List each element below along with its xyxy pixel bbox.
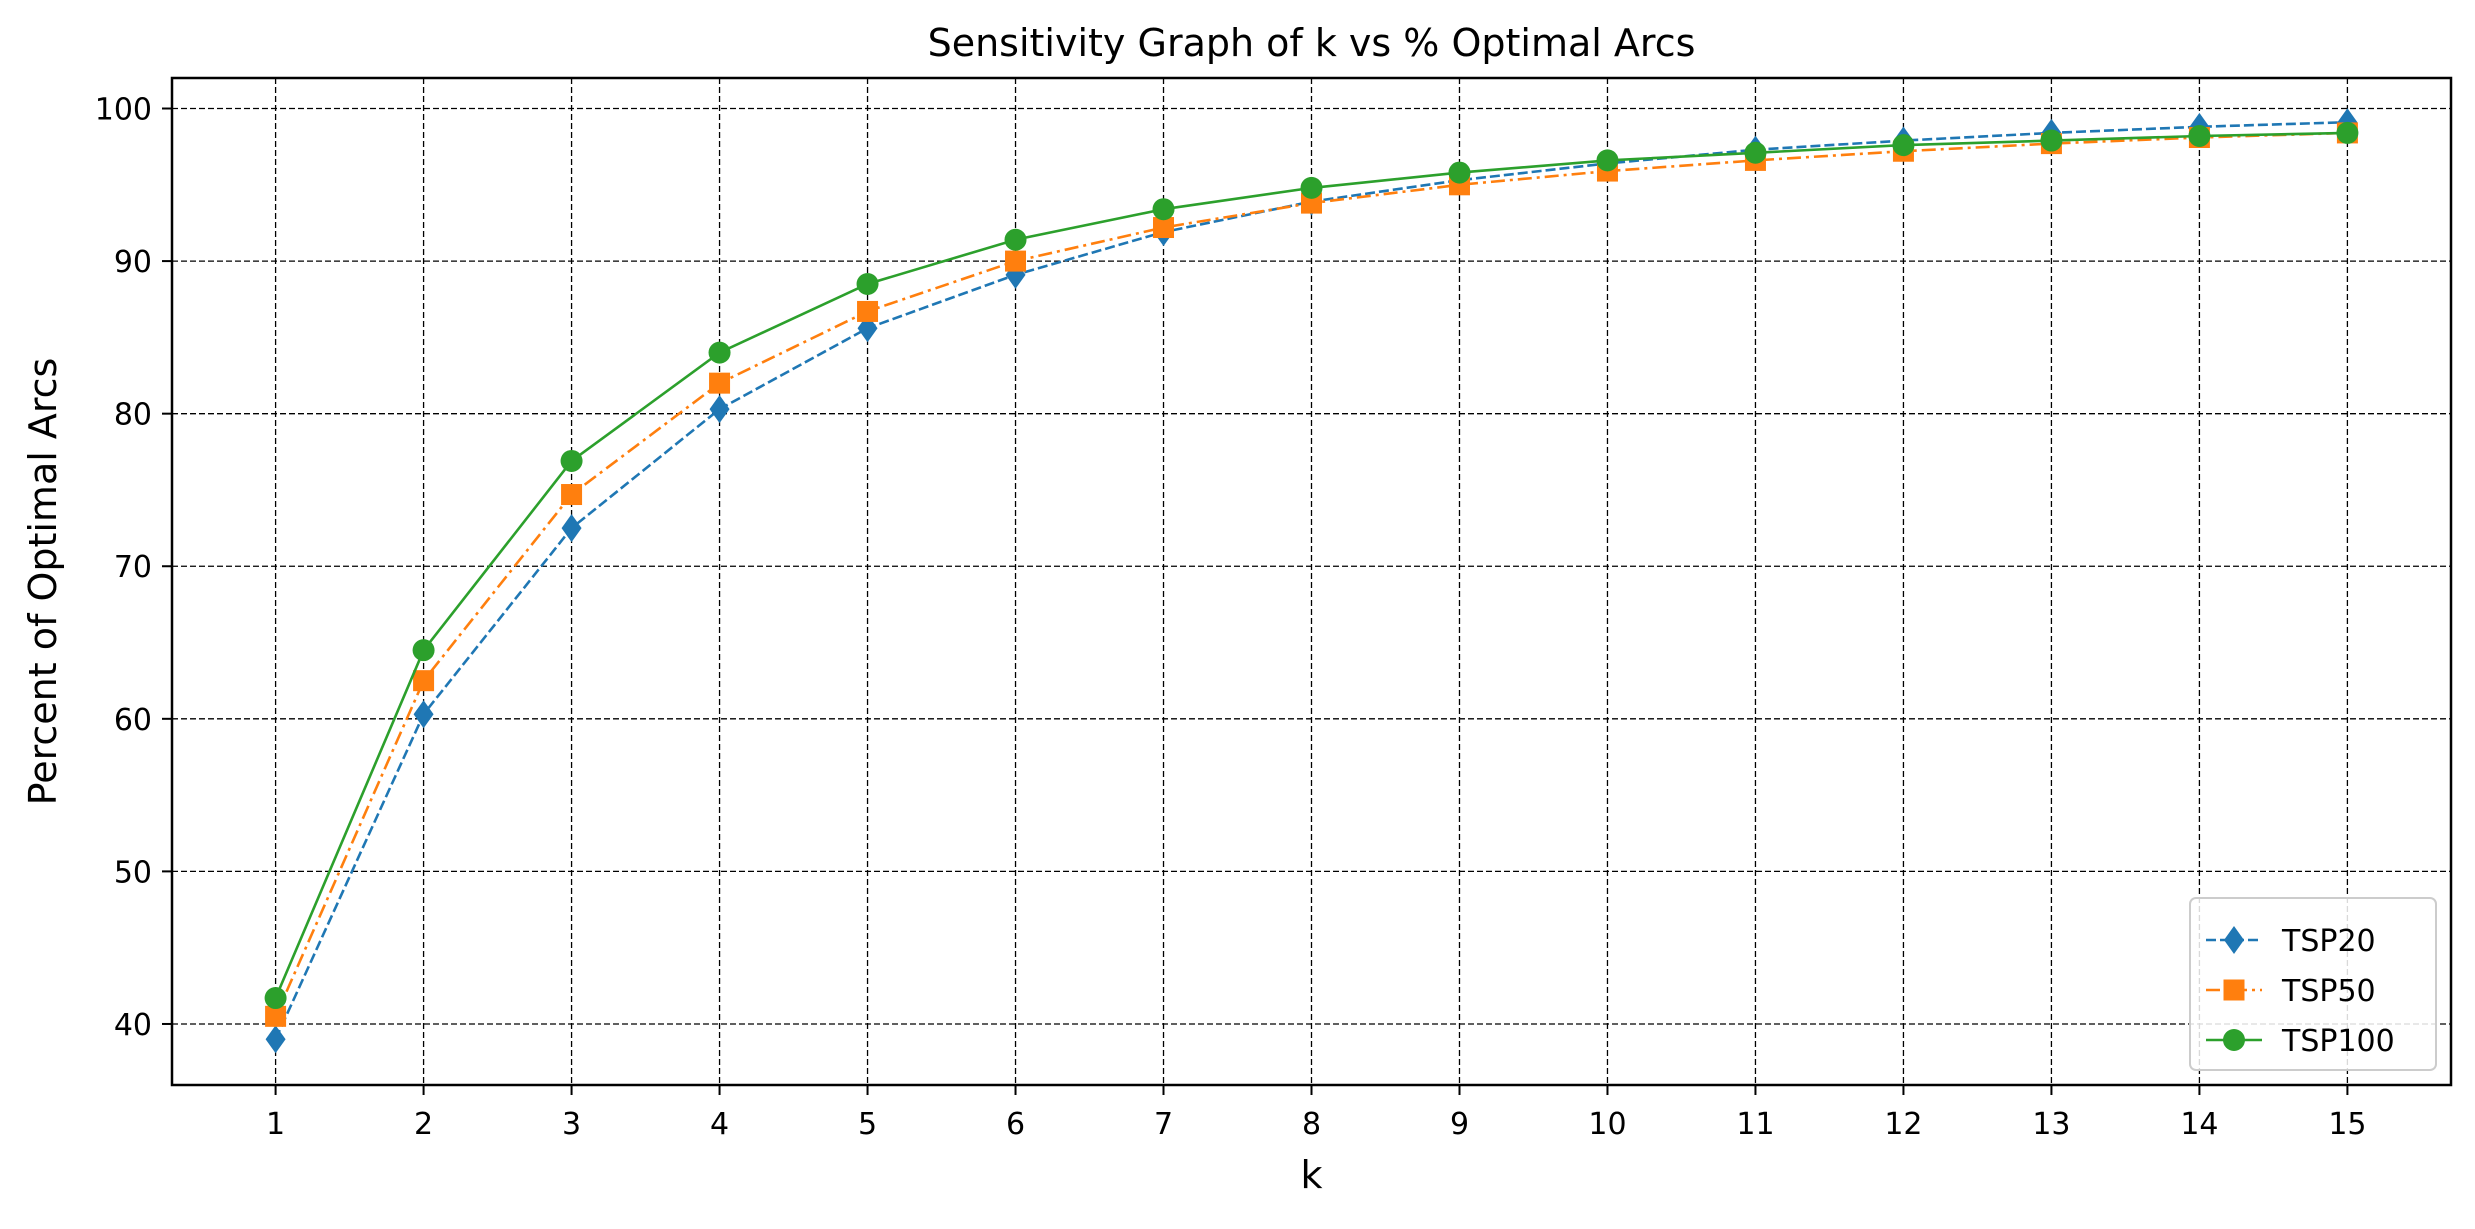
- x-tick-label: 6: [1006, 1107, 1025, 1142]
- data-point-circle: [856, 272, 879, 295]
- x-tick-label: 15: [2328, 1107, 2366, 1142]
- data-point-square: [1153, 217, 1175, 239]
- data-point-square: [1301, 192, 1322, 214]
- x-tick-label: 4: [710, 1107, 729, 1142]
- y-tick-label: 40: [114, 1008, 152, 1043]
- grid-lines: [172, 78, 2451, 1085]
- data-point-circle: [1004, 228, 1027, 251]
- data-point-circle: [264, 987, 287, 1010]
- data-point-circle: [1300, 176, 1323, 199]
- data-point-diamond: [413, 700, 434, 729]
- y-tick-label: 100: [95, 93, 152, 128]
- x-tick-label: 9: [1450, 1107, 1469, 1142]
- x-tick-label: 10: [1588, 1107, 1626, 1142]
- x-tick-label: 7: [1154, 1107, 1173, 1142]
- chart-title: Sensitivity Graph of k vs % Optimal Arcs: [928, 21, 1696, 65]
- x-tick-label: 1: [266, 1107, 285, 1142]
- x-tick-label: 5: [858, 1107, 877, 1142]
- data-point-circle: [1596, 149, 1619, 172]
- data-point-square: [709, 372, 731, 394]
- series-layer: [264, 108, 2359, 1054]
- y-axis-label: Percent of Optimal Arcs: [21, 358, 65, 806]
- data-point-circle: [412, 639, 435, 662]
- x-tick-label: 13: [2032, 1107, 2070, 1142]
- data-point-circle: [1744, 141, 1767, 164]
- x-tick-label: 2: [414, 1107, 433, 1142]
- data-point-square: [413, 670, 435, 692]
- data-point-diamond: [265, 1025, 286, 1054]
- data-point-circle: [1892, 134, 1915, 157]
- data-point-square: [857, 300, 879, 322]
- y-tick-label: 80: [114, 398, 152, 433]
- data-point-circle: [1152, 198, 1175, 221]
- data-point-diamond: [561, 514, 582, 543]
- y-tick-label: 90: [114, 245, 152, 280]
- x-tick-label: 11: [1736, 1107, 1774, 1142]
- data-point-square: [561, 484, 583, 506]
- data-point-square: [1005, 250, 1027, 272]
- data-point-square: [265, 1005, 287, 1027]
- data-point-circle: [2223, 1029, 2245, 1051]
- x-tick-label: 12: [1884, 1107, 1922, 1142]
- legend-label-tsp20: TSP20: [2281, 924, 2376, 959]
- series-tsp100: [264, 121, 2359, 1010]
- data-point-circle: [2040, 129, 2063, 152]
- x-tick-label: 8: [1302, 1107, 1321, 1142]
- data-point-circle: [1448, 161, 1471, 184]
- data-point-diamond: [709, 395, 730, 424]
- legend-label-tsp50: TSP50: [2281, 974, 2376, 1009]
- y-tick-label: 70: [114, 550, 152, 585]
- data-point-circle: [708, 341, 731, 364]
- x-axis-label: k: [1300, 1153, 1322, 1197]
- x-tick-label: 3: [562, 1107, 581, 1142]
- data-point-square: [2223, 979, 2245, 1001]
- y-tick-label: 60: [114, 703, 152, 738]
- data-point-diamond: [2224, 926, 2244, 954]
- x-tick-label: 14: [2180, 1107, 2218, 1142]
- legend-label-tsp100: TSP100: [2281, 1024, 2395, 1059]
- data-point-circle: [2188, 124, 2211, 147]
- data-point-circle: [560, 449, 583, 472]
- y-tick-label: 50: [114, 855, 152, 890]
- data-point-circle: [2336, 121, 2359, 144]
- legend: TSP20 TSP50 TSP100: [2189, 897, 2437, 1071]
